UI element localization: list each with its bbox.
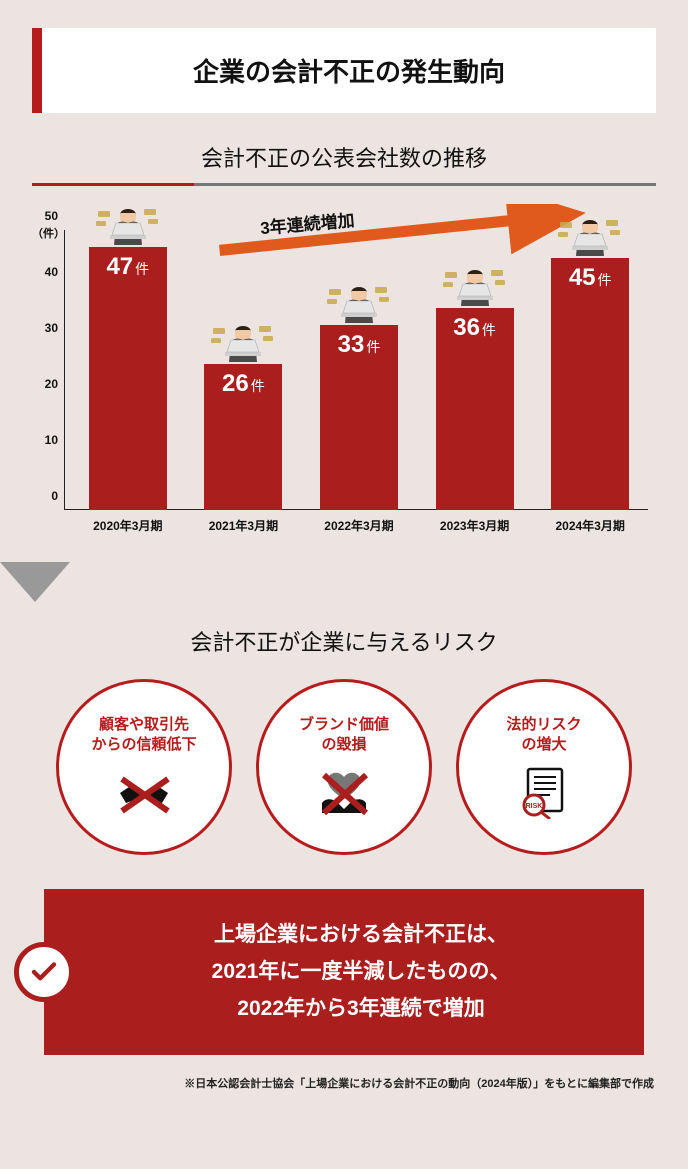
risk-circle: ブランド価値の毀損 xyxy=(256,679,432,855)
bar-unit: 件 xyxy=(598,270,612,290)
x-labels: 2020年3月期 2021年3月期 2022年3月期 2023年3月期 2024年3月期 xyxy=(70,517,648,534)
x-label: 2020年3月期 xyxy=(83,517,173,534)
down-arrow-icon xyxy=(0,562,70,602)
bar-value: 36 xyxy=(453,314,480,342)
person-laptop-icon xyxy=(443,266,507,310)
person-laptop-icon xyxy=(327,283,391,327)
y-tick: 30 xyxy=(45,321,58,335)
y-tick: 40 xyxy=(45,265,58,279)
bar: 26件 xyxy=(204,364,282,510)
summary-line-3: 2022年から3年連続で増加 xyxy=(98,991,624,1028)
risks-title: 会計不正が企業に与えるリスク xyxy=(0,625,688,657)
summary-box: 上場企業における会計不正は、 2021年に一度半減したものの、 2022年から3… xyxy=(44,889,644,1055)
divider xyxy=(32,183,656,186)
handshake-x-icon xyxy=(109,763,179,819)
y-axis xyxy=(64,230,65,510)
document-risk-icon xyxy=(509,763,579,819)
bar: 36件 xyxy=(436,308,514,510)
bar-value: 47 xyxy=(106,253,133,281)
bar-value: 26 xyxy=(222,370,249,398)
bar-column: 36件 xyxy=(430,266,520,510)
bar-value: 33 xyxy=(338,331,365,359)
x-label: 2023年3月期 xyxy=(430,517,520,534)
check-badge-icon xyxy=(14,942,74,1002)
risk-label: 顧客や取引先からの信頼低下 xyxy=(91,715,196,756)
heart-hands-x-icon xyxy=(309,763,379,819)
person-laptop-icon xyxy=(96,205,160,249)
risk-label: ブランド価値の毀損 xyxy=(299,715,389,756)
person-laptop-icon xyxy=(211,322,275,366)
bar: 33件 xyxy=(320,325,398,510)
header-card: 企業の会計不正の発生動向 xyxy=(32,28,656,113)
bar-column: 33件 xyxy=(314,283,404,510)
bar-unit: 件 xyxy=(251,376,265,396)
bar: 45件 xyxy=(551,258,629,510)
bar-unit: 件 xyxy=(482,320,496,340)
risk-circle: 法的リスクの増大 xyxy=(456,679,632,855)
page-title: 企業の会計不正の発生動向 xyxy=(42,52,656,89)
x-label: 2022年3月期 xyxy=(314,517,404,534)
bar-unit: 件 xyxy=(135,259,149,279)
y-tick: 10 xyxy=(45,433,58,447)
person-laptop-icon xyxy=(558,216,622,260)
x-label: 2021年3月期 xyxy=(198,517,288,534)
risk-circle: 顧客や取引先からの信頼低下 xyxy=(56,679,232,855)
summary-line-1: 上場企業における会計不正は、 xyxy=(98,917,624,954)
bars-container: 47件26件33件36件45件 xyxy=(70,230,648,510)
bar-chart: （件） 01020304050 3年連続増加 47件26件33件36件45件 2… xyxy=(40,210,648,540)
y-tick: 0 xyxy=(51,489,58,503)
bar-unit: 件 xyxy=(366,337,380,357)
bar-column: 47件 xyxy=(83,205,173,510)
chart-subtitle: 会計不正の公表会社数の推移 xyxy=(0,141,688,173)
risk-circles: 顧客や取引先からの信頼低下 ブランド価値の毀損 法的リスクの増大 xyxy=(0,679,688,855)
risk-label: 法的リスクの増大 xyxy=(506,715,581,756)
x-label: 2024年3月期 xyxy=(545,517,635,534)
bar-column: 26件 xyxy=(198,322,288,510)
source-note: ※日本公認会計士協会「上場企業における会計不正の動向（2024年版）」をもとに編… xyxy=(0,1075,654,1091)
y-ticks: 01020304050 xyxy=(36,230,62,510)
bar-column: 45件 xyxy=(545,216,635,510)
y-tick: 50 xyxy=(45,209,58,223)
bar-value: 45 xyxy=(569,264,596,292)
summary-line-2: 2021年に一度半減したものの、 xyxy=(98,954,624,991)
y-tick: 20 xyxy=(45,377,58,391)
bar: 47件 xyxy=(89,247,167,510)
